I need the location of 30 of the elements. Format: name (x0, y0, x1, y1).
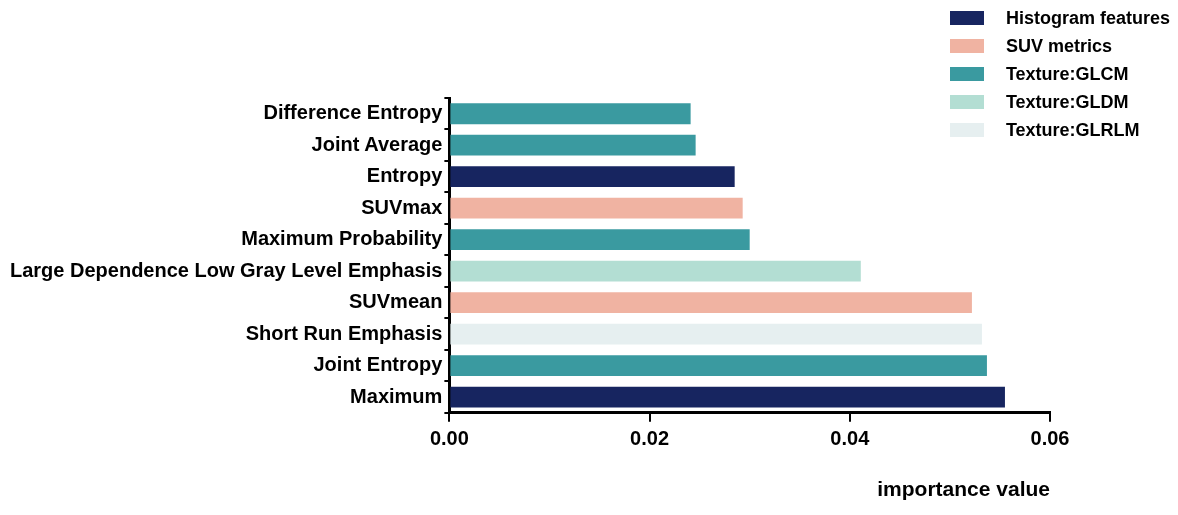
y-tick-label: Difference Entropy (263, 101, 444, 124)
bar (450, 386, 1005, 408)
x-tick-label: 0.02 (630, 427, 670, 450)
y-tick-label: Entropy (366, 164, 444, 187)
x-tick-label: 0.06 (1030, 427, 1070, 450)
bar (450, 134, 696, 156)
x-tick-label: 0.04 (830, 427, 871, 450)
bar (450, 166, 735, 188)
bar (450, 292, 972, 314)
bar (450, 103, 691, 125)
legend-label: Texture:GLDM (1005, 91, 1129, 113)
y-tick-label: Large Dependence Low Gray Level Emphasis (10, 258, 443, 281)
legend-label: Texture:GLRLM (1005, 119, 1140, 141)
bar (450, 355, 987, 376)
x-tick-label: 0.00 (429, 427, 469, 450)
legend-label: Histogram features (1005, 7, 1170, 29)
y-tick-label: SUVmax (361, 195, 443, 218)
y-tick-label: Short Run Emphasis (245, 321, 443, 344)
bar (450, 197, 743, 219)
legend-label: Texture:GLCM (1005, 63, 1129, 85)
y-tick-label: Maximum Probability (241, 227, 444, 250)
bar (450, 229, 750, 251)
legend-label: SUV metrics (1005, 35, 1112, 57)
x-axis-title: importance value (877, 477, 1050, 501)
y-tick-label: Maximum (350, 384, 443, 407)
bar (450, 323, 982, 345)
y-tick-label: SUVmean (349, 290, 443, 313)
y-tick-label: Joint Average (311, 132, 443, 155)
bar (450, 260, 861, 282)
y-tick-label: Joint Entropy (313, 353, 444, 376)
